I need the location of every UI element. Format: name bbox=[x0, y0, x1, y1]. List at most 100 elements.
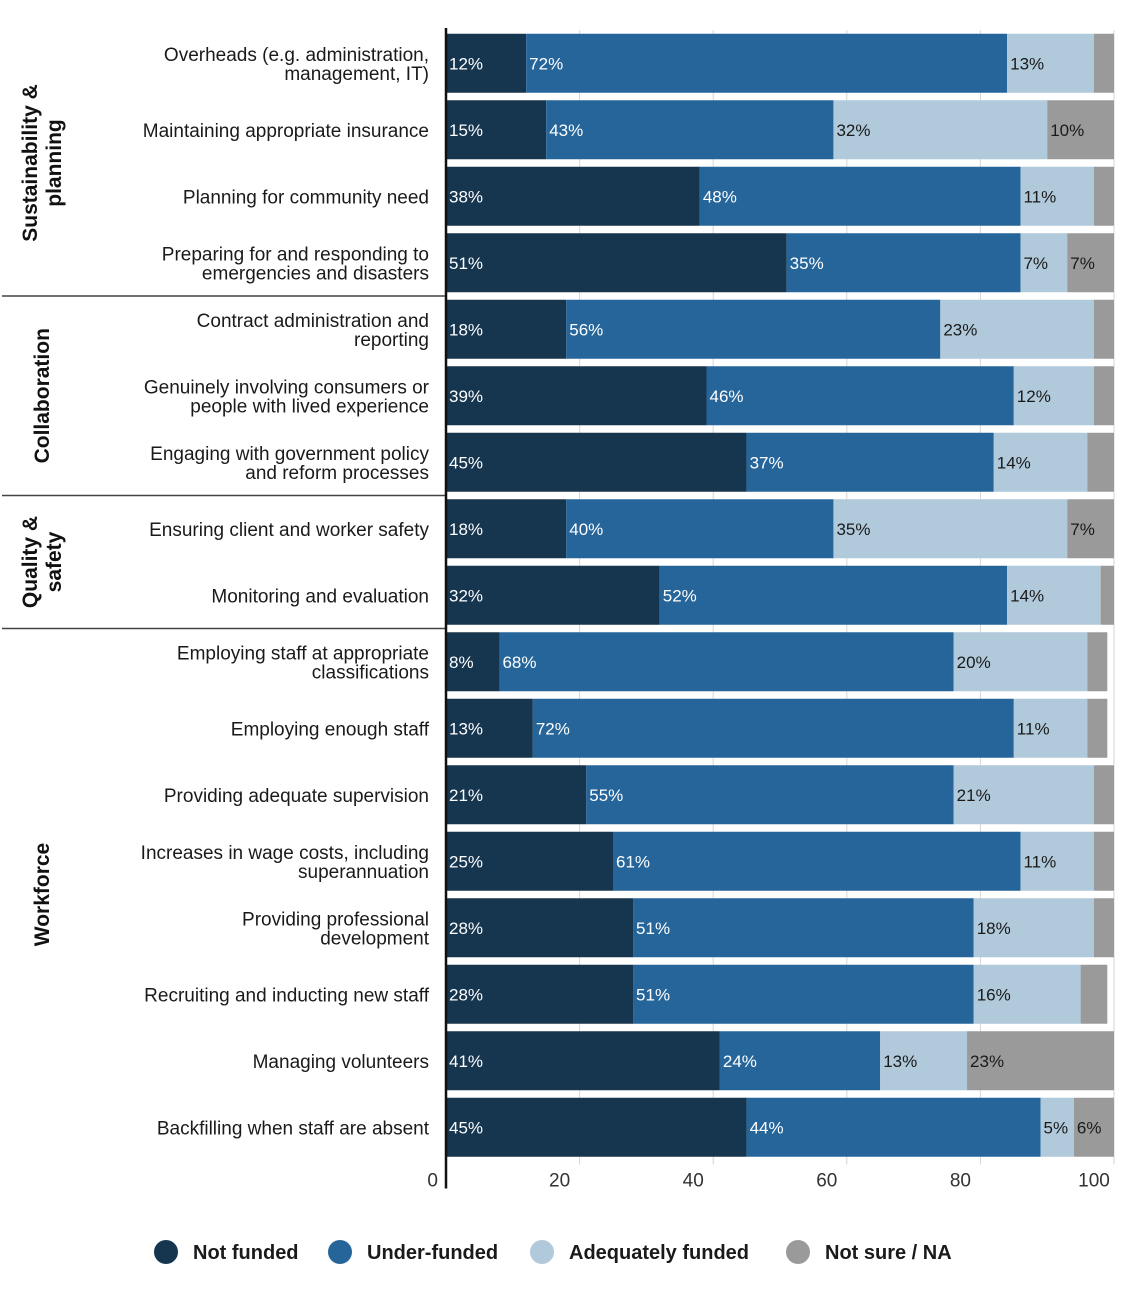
bar-value-labels: 12% 72% 13% 15% 43% 32% 10% 38% 48% 11% 51% 35% 7% 7%… bbox=[449, 54, 1101, 1137]
data-label: 28% bbox=[449, 919, 483, 938]
category-label: Monitoring and evaluation bbox=[211, 586, 429, 607]
bar-segment-not-funded bbox=[446, 1097, 747, 1157]
legend: Not funded Under-funded Adequately funded N… bbox=[154, 1240, 952, 1264]
bar-segment-not-funded bbox=[446, 632, 500, 692]
bar-segment-under-funded bbox=[633, 898, 974, 958]
data-label: 51% bbox=[636, 985, 670, 1004]
group-label: Workforce bbox=[31, 843, 54, 946]
data-label: 39% bbox=[449, 387, 483, 406]
bar-segment-not-funded bbox=[446, 166, 700, 226]
bar-segment-not-funded bbox=[446, 565, 660, 625]
bar-segment-adequately-funded bbox=[953, 765, 1094, 825]
bar-segment-not-funded bbox=[446, 366, 707, 426]
x-tick-label: 80 bbox=[950, 1171, 971, 1192]
data-label: 18% bbox=[449, 520, 483, 539]
data-label: 25% bbox=[449, 852, 483, 871]
data-label: 11% bbox=[1017, 719, 1050, 738]
data-label: 20% bbox=[957, 653, 991, 672]
bar-segment-not-funded bbox=[446, 33, 527, 93]
bar-segment-adequately-funded bbox=[1040, 1097, 1074, 1157]
bar-segment-not-sure-na bbox=[1093, 166, 1114, 226]
bar-segment-adequately-funded bbox=[973, 898, 1094, 958]
data-label: 6% bbox=[1077, 1118, 1102, 1137]
bar-segment-not-funded bbox=[446, 898, 634, 958]
bar-segment-not-funded bbox=[446, 765, 587, 825]
bar-segment-not-sure-na bbox=[1047, 100, 1114, 160]
bar-segment-under-funded bbox=[586, 765, 954, 825]
category-label: Recruiting and inducting new staff bbox=[144, 985, 430, 1006]
category-label: Preparing for and responding to emergenci… bbox=[162, 244, 429, 284]
bar-segment-not-funded bbox=[446, 432, 747, 492]
x-tick-label: 100 bbox=[1078, 1171, 1110, 1192]
category-label: Providing professional development bbox=[242, 909, 430, 949]
bar-segment-under-funded bbox=[499, 632, 954, 692]
bar-segment-adequately-funded bbox=[1020, 166, 1094, 226]
bar-segment-under-funded bbox=[532, 698, 1014, 758]
data-label: 14% bbox=[997, 453, 1031, 472]
category-label: Ensuring client and worker safety bbox=[149, 520, 429, 541]
data-label: 46% bbox=[710, 387, 744, 406]
data-label: 11% bbox=[1023, 187, 1056, 206]
data-label: 38% bbox=[449, 187, 483, 206]
legend-label: Under-funded bbox=[367, 1242, 498, 1264]
x-axis: 0 20 40 60 80 100 bbox=[427, 28, 1110, 1192]
bar-segment-adequately-funded bbox=[833, 499, 1068, 559]
data-label: 18% bbox=[449, 320, 483, 339]
data-label: 21% bbox=[957, 786, 991, 805]
bar-segment-adequately-funded bbox=[993, 432, 1088, 492]
bar-segment-not-funded bbox=[446, 698, 533, 758]
bar-segment-not-sure-na bbox=[1093, 33, 1114, 93]
data-label: 13% bbox=[449, 719, 483, 738]
bar-segment-under-funded bbox=[746, 1097, 1041, 1157]
bar-segment-adequately-funded bbox=[940, 299, 1094, 359]
data-label: 23% bbox=[970, 1052, 1004, 1071]
category-label: Increases in wage costs, including supera… bbox=[141, 843, 429, 883]
data-label: 40% bbox=[569, 520, 603, 539]
bar-segment-adequately-funded bbox=[1013, 698, 1088, 758]
bar-segment-not-sure-na bbox=[1093, 366, 1114, 426]
bar-segment-adequately-funded bbox=[833, 100, 1048, 160]
bar-segment-not-sure-na bbox=[1093, 831, 1114, 891]
legend-marker bbox=[154, 1240, 178, 1264]
bar-segment-not-sure-na bbox=[1073, 1097, 1114, 1157]
bar-segment-not-sure-na bbox=[1093, 299, 1114, 359]
data-label: 11% bbox=[1023, 852, 1056, 871]
bar-segment-adequately-funded bbox=[1007, 33, 1094, 93]
group-labels: Sustainability &planning Collaboration Qua… bbox=[2, 84, 446, 946]
bar-segment-under-funded bbox=[566, 499, 834, 559]
category-label: Overheads (e.g. administration, managemen… bbox=[164, 45, 429, 85]
data-label: 13% bbox=[1010, 54, 1044, 73]
data-label: 7% bbox=[1070, 254, 1095, 273]
category-label: Planning for community need bbox=[183, 187, 429, 208]
bar-segment-under-funded bbox=[546, 100, 834, 160]
data-label: 12% bbox=[449, 54, 483, 73]
data-label: 12% bbox=[1017, 387, 1051, 406]
data-label: 35% bbox=[790, 254, 824, 273]
x-tick-label: 20 bbox=[549, 1171, 570, 1192]
bar-segment-under-funded bbox=[719, 1031, 881, 1091]
bar-segment-not-sure-na bbox=[1100, 565, 1114, 625]
category-label: Genuinely involving consumers or people w… bbox=[144, 377, 430, 417]
category-label: Managing volunteers bbox=[253, 1052, 429, 1073]
category-label: Providing adequate supervision bbox=[164, 786, 429, 807]
data-label: 23% bbox=[943, 320, 977, 339]
bar-segment-not-funded bbox=[446, 499, 567, 559]
x-tick-label: 0 bbox=[427, 1171, 438, 1192]
bar-segment-under-funded bbox=[613, 831, 1021, 891]
legend-marker bbox=[530, 1240, 554, 1264]
bar-segment-not-sure-na bbox=[967, 1031, 1114, 1091]
data-label: 8% bbox=[449, 653, 474, 672]
data-label: 7% bbox=[1070, 520, 1095, 539]
data-label: 28% bbox=[449, 985, 483, 1004]
bar-segment-adequately-funded bbox=[880, 1031, 968, 1091]
data-label: 18% bbox=[977, 919, 1011, 938]
bar-segment-under-funded bbox=[659, 565, 1008, 625]
bar-segment-not-funded bbox=[446, 100, 547, 160]
legend-marker bbox=[786, 1240, 810, 1264]
group-label: Sustainability &planning bbox=[19, 84, 66, 242]
bar-segment-under-funded bbox=[566, 299, 941, 359]
data-label: 55% bbox=[589, 786, 623, 805]
data-label: 32% bbox=[836, 121, 870, 140]
data-label: 45% bbox=[449, 453, 483, 472]
bar-segment-adequately-funded bbox=[1020, 233, 1068, 293]
